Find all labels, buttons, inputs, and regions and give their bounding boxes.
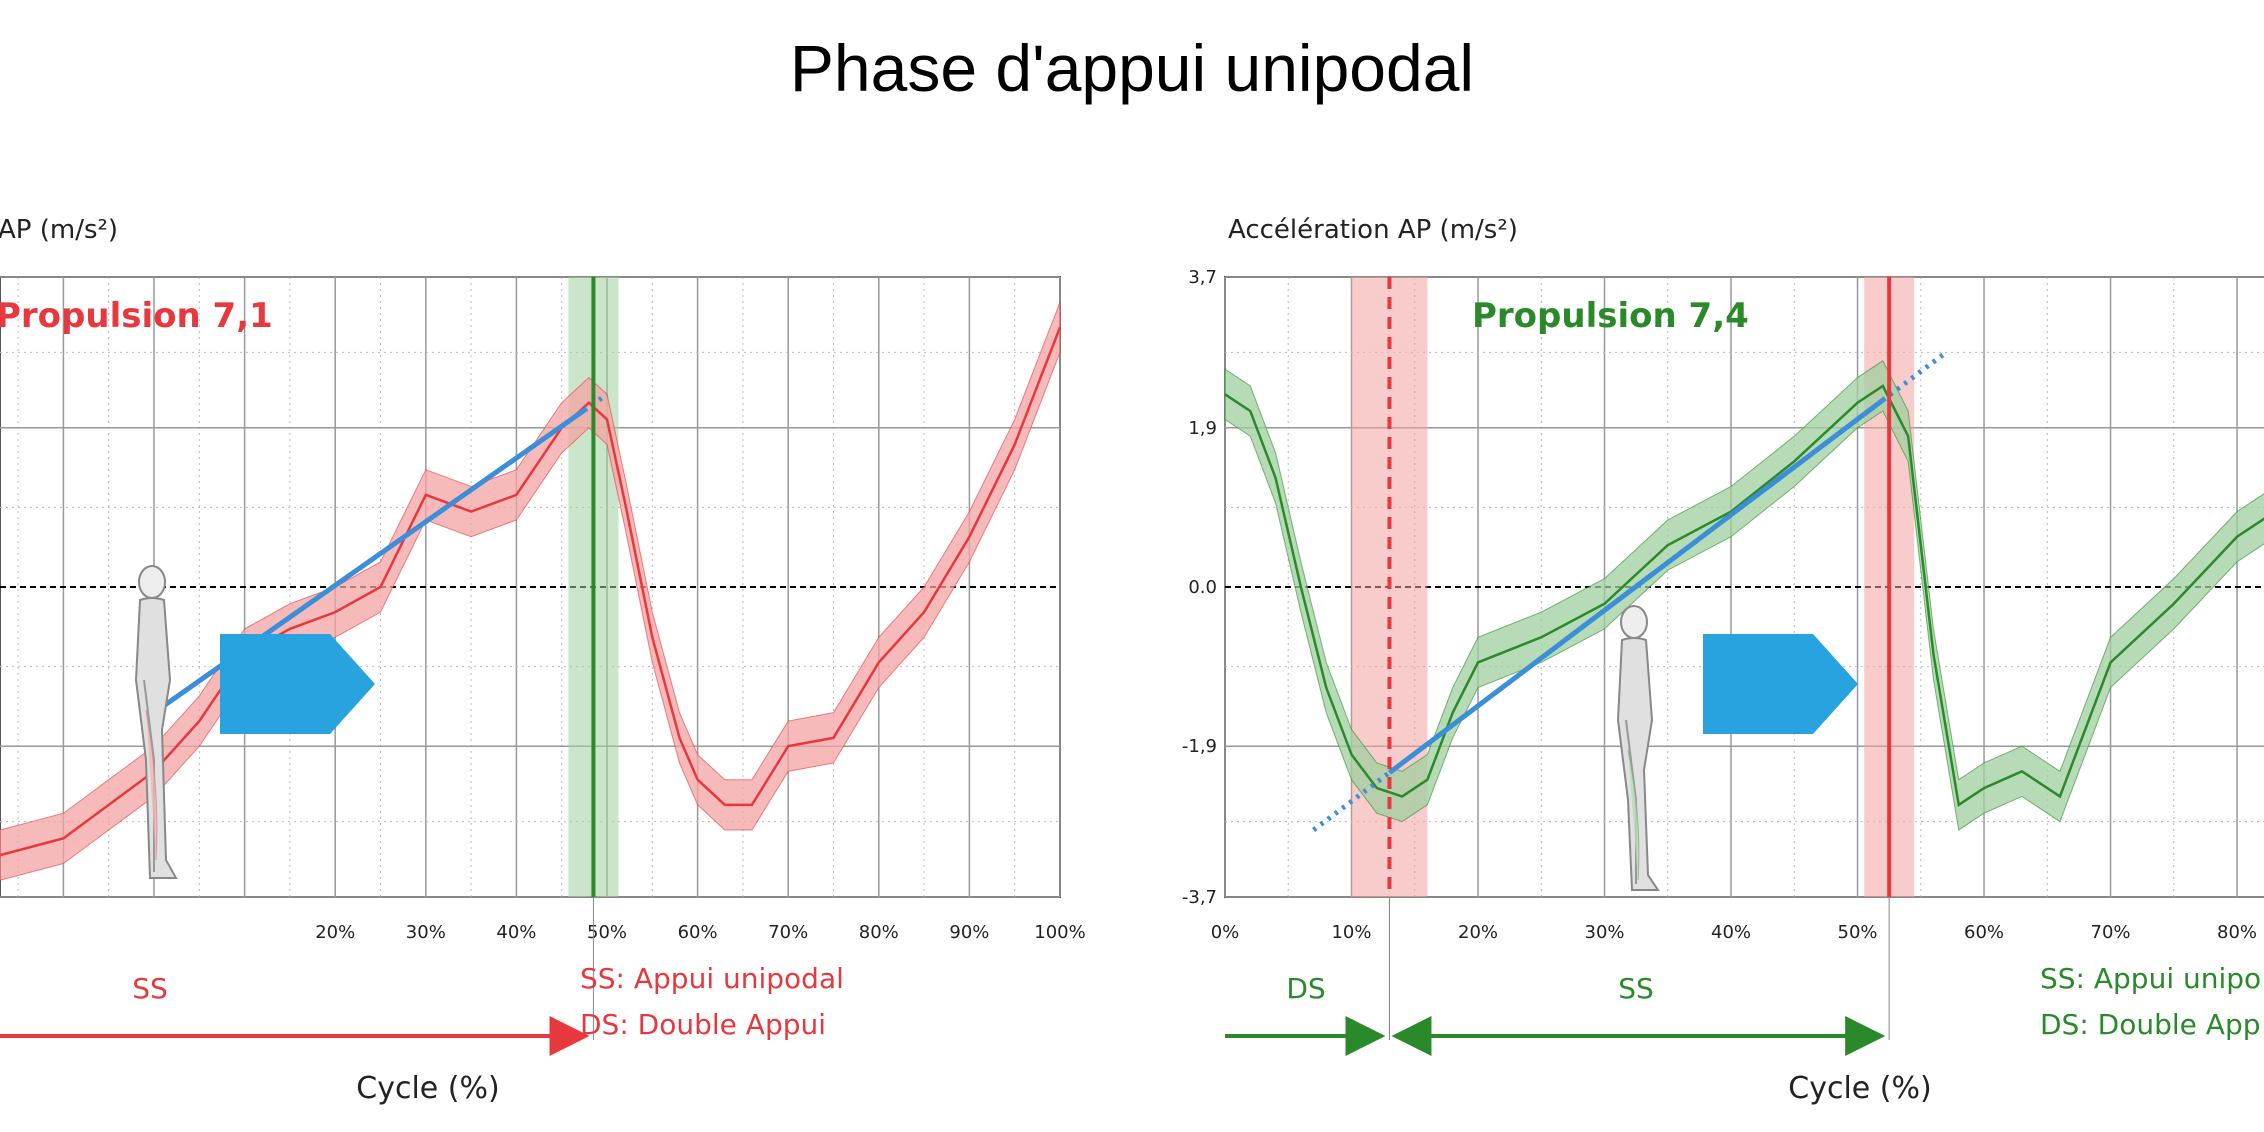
right-ds-label: DS bbox=[1286, 972, 1325, 1005]
right-human-figure-icon bbox=[1616, 605, 1660, 891]
x-tick-label: 90% bbox=[949, 922, 989, 943]
y-tick-label: 1,9 bbox=[1188, 418, 1217, 439]
x-tick-label: 50% bbox=[1838, 922, 1878, 943]
left-series-band bbox=[0, 301, 1061, 881]
main-title: Phase d'appui unipodal bbox=[789, 31, 1475, 105]
left-legend-ss: SS: Appui unipodal bbox=[580, 962, 844, 995]
right-segment-arrows bbox=[1225, 897, 1890, 1056]
x-tick-label: 80% bbox=[2217, 922, 2257, 943]
left-chart: AP (m/s²) 20% 30% 40% 50% 60% 70% 80% 90% 100% P… bbox=[0, 215, 1086, 1106]
x-tick-label: 0% bbox=[1211, 922, 1240, 943]
right-chart: Accélération AP (m/s²) 3,7 1,9 0.0 -1,9 -3,7… bbox=[1182, 215, 2264, 1106]
right-ss-label: SS bbox=[1618, 972, 1654, 1005]
right-x-axis-label: Cycle (%) bbox=[1788, 1071, 1931, 1106]
x-tick-label: 20% bbox=[1458, 922, 1498, 943]
right-x-ticks: 0% 10% 20% 30% 40% 50% 60% 70% 80% bbox=[1211, 922, 2257, 943]
left-x-axis-label: Cycle (%) bbox=[356, 1071, 499, 1106]
right-legend-ds: DS: Double App bbox=[2040, 1008, 2261, 1041]
right-legend-ss: SS: Appui unipo bbox=[2040, 962, 2261, 995]
right-propulsion-label: Propulsion 7,4 bbox=[1472, 296, 1749, 336]
left-legend-ds: DS: Double Appui bbox=[580, 1008, 826, 1041]
left-direction-arrow-icon bbox=[220, 634, 375, 734]
right-trend-line bbox=[1387, 398, 1885, 775]
y-tick-label: 3,7 bbox=[1188, 267, 1217, 288]
y-tick-label: -3,7 bbox=[1182, 887, 1217, 908]
x-tick-label: 70% bbox=[2091, 922, 2131, 943]
x-tick-label: 60% bbox=[1964, 922, 2004, 943]
left-y-axis-label: AP (m/s²) bbox=[0, 215, 118, 245]
right-series-line bbox=[1224, 384, 2264, 807]
left-propulsion-label: Propulsion 7,1 bbox=[0, 296, 273, 336]
left-segment-arrows bbox=[0, 897, 594, 1056]
x-tick-label: 40% bbox=[1711, 922, 1751, 943]
x-tick-label: 60% bbox=[678, 922, 718, 943]
left-ss-label: SS bbox=[132, 972, 168, 1005]
x-tick-label: 100% bbox=[1034, 922, 1085, 943]
x-tick-label: 40% bbox=[496, 922, 536, 943]
x-tick-label: 30% bbox=[1585, 922, 1625, 943]
right-direction-arrow-icon bbox=[1703, 634, 1858, 734]
left-x-ticks: 20% 30% 40% 50% 60% 70% 80% 90% 100% bbox=[315, 922, 1086, 943]
x-tick-label: 30% bbox=[406, 922, 446, 943]
x-tick-label: 80% bbox=[859, 922, 899, 943]
y-tick-label: 0.0 bbox=[1188, 577, 1217, 598]
x-tick-label: 50% bbox=[587, 922, 627, 943]
x-tick-label: 70% bbox=[768, 922, 808, 943]
y-tick-label: -1,9 bbox=[1182, 736, 1217, 757]
right-y-ticks: 3,7 1,9 0.0 -1,9 -3,7 bbox=[1182, 267, 1217, 908]
right-trend-extension-start bbox=[1312, 770, 1391, 832]
right-series-band bbox=[1224, 360, 2264, 831]
x-tick-label: 20% bbox=[315, 922, 355, 943]
x-tick-label: 10% bbox=[1331, 922, 1371, 943]
right-y-axis-label: Accélération AP (m/s²) bbox=[1228, 215, 1518, 245]
left-human-figure-icon bbox=[134, 565, 178, 879]
